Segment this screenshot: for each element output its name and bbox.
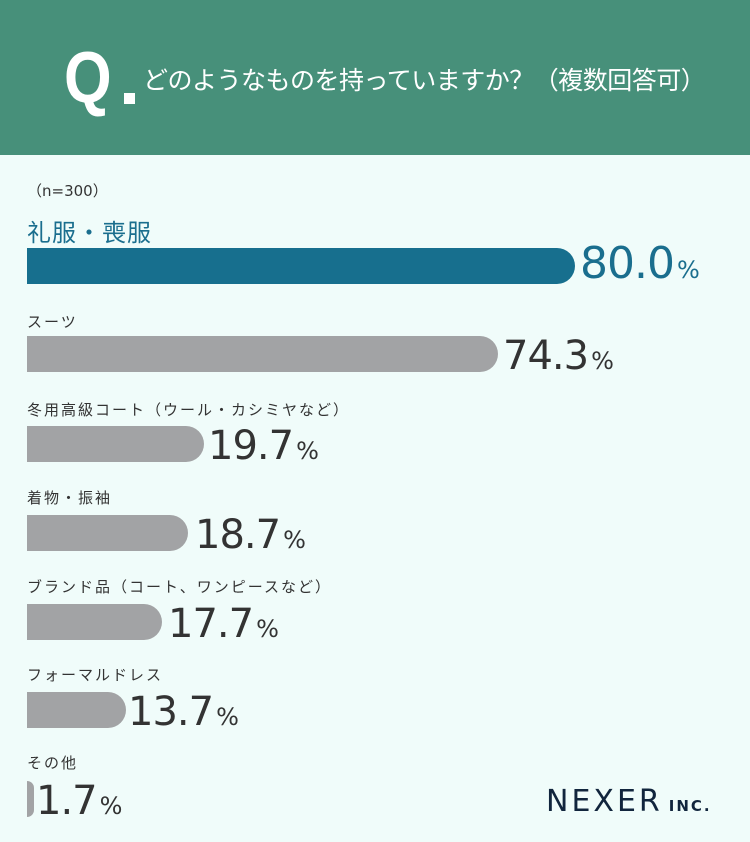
row-label: スーツ [27, 313, 78, 331]
value-label: 19.7% [208, 423, 319, 469]
value-label: 17.7% [168, 601, 279, 647]
row-label: ブランド品（コート、ワンピースなど） [27, 578, 332, 596]
bar [27, 248, 575, 284]
value-label: 18.7% [195, 512, 306, 558]
sample-size: （n=300） [27, 182, 108, 200]
q-mark: Q [64, 38, 112, 118]
question-header: Q どのようなものを持っていますか？（複数回答可） [0, 0, 750, 155]
question-text: どのようなものを持っていますか？（複数回答可） [143, 66, 706, 95]
row-label: 着物・振袖 [27, 489, 113, 507]
bar [27, 604, 162, 640]
value-label: 74.3% [503, 333, 614, 379]
value-label: 1.7% [36, 778, 122, 824]
nexer-logo: NEXER INC. [546, 784, 712, 819]
bar [27, 781, 34, 817]
q-dot [124, 93, 135, 104]
bar [27, 426, 204, 462]
bar [27, 692, 126, 728]
value-label: 80.0% [580, 238, 700, 289]
row-label: その他 [27, 754, 79, 772]
value-label: 13.7% [128, 689, 239, 735]
row-label: 礼服・喪服 [27, 219, 152, 247]
row-label: フォーマルドレス [27, 666, 164, 684]
row-label: 冬用高級コート（ウール・カシミヤなど） [27, 401, 351, 419]
bar [27, 515, 188, 551]
bar [27, 336, 498, 372]
